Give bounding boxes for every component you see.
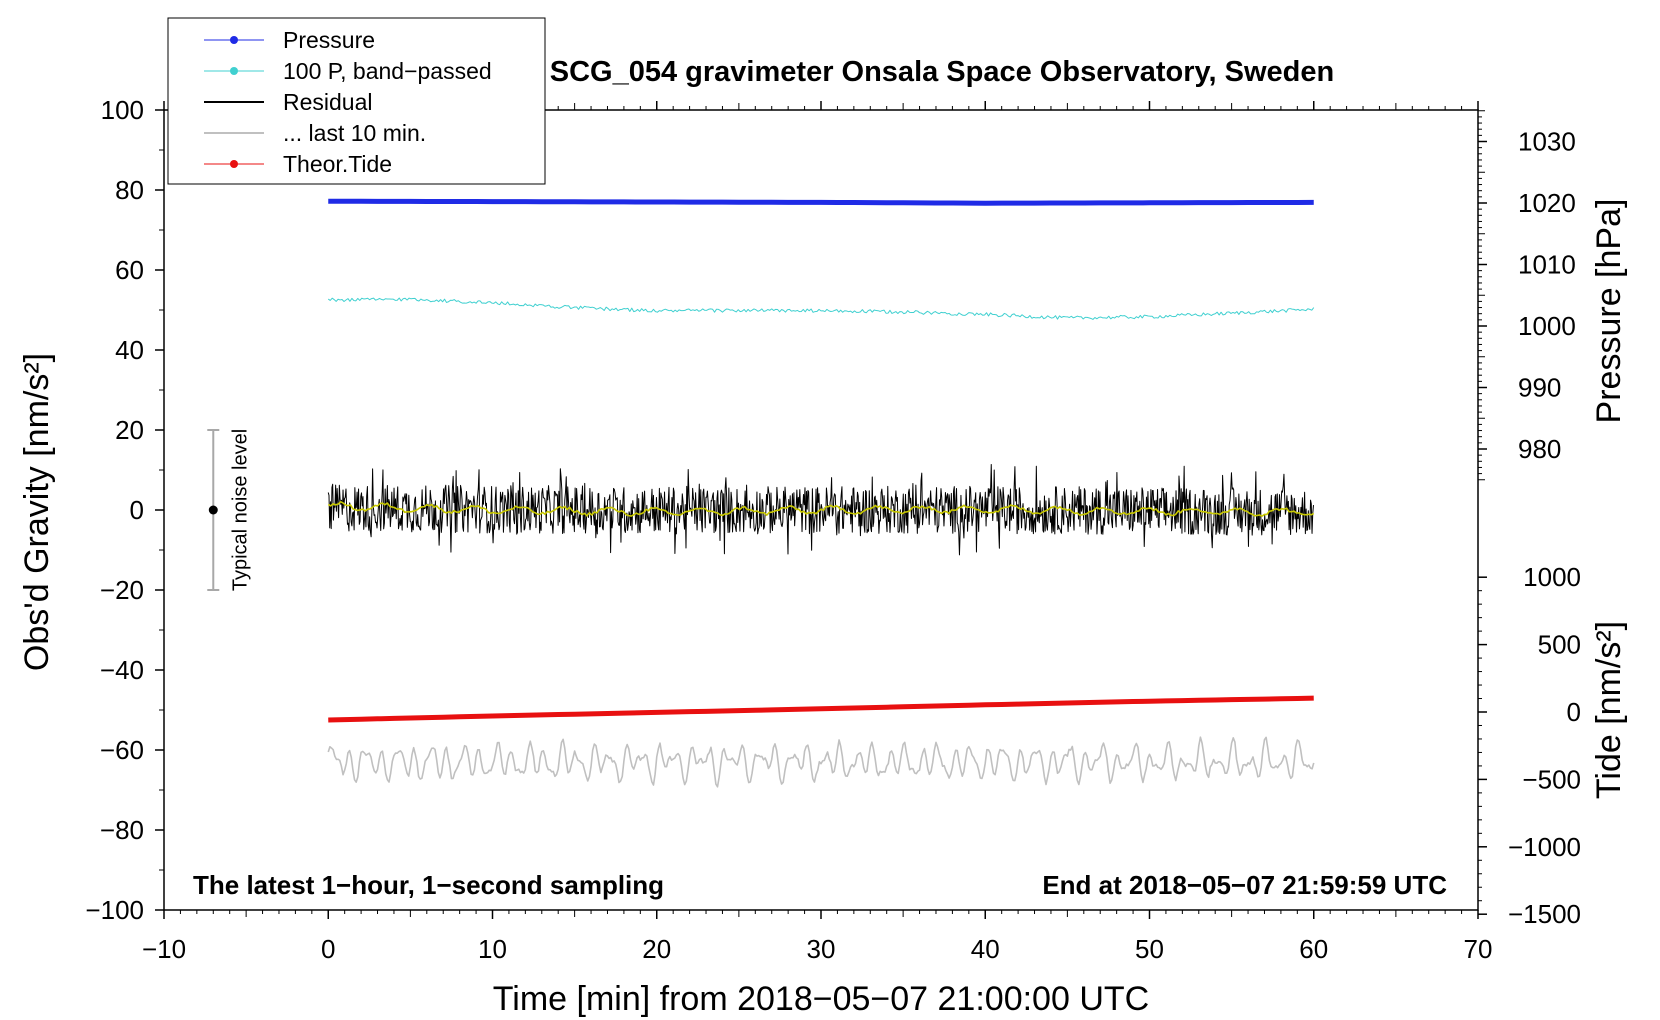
y-axis-gravity: −100 −80 −60 −40 −20 0 20 40 60 80 100 [85, 95, 164, 925]
x-tick-label: 40 [971, 934, 1000, 964]
legend-label: Theor.Tide [283, 151, 392, 177]
y-axis-label-tide: Tide [nm/s²] [1590, 621, 1628, 799]
x-tick-label: 0 [321, 934, 335, 964]
tide-tick-label: −1000 [1508, 832, 1581, 862]
x-tick-label: 10 [478, 934, 507, 964]
tide-tick-label: −500 [1522, 764, 1581, 794]
y-tick-label: 60 [115, 255, 144, 285]
y-tick-label: 80 [115, 175, 144, 205]
x-tick-label: −10 [142, 934, 186, 964]
noise-level-label: Typical noise level [229, 429, 251, 591]
series-residual [327, 463, 1314, 556]
series-layer [327, 198, 1315, 788]
annotation-end-time: End at 2018−05−07 21:59:59 UTC [1042, 870, 1447, 900]
legend-marker [230, 67, 238, 75]
legend-label: Pressure [283, 27, 375, 53]
pressure-tick-label: 1030 [1518, 127, 1576, 157]
y-tick-label: 20 [115, 415, 144, 445]
noise-bar-center [208, 505, 218, 515]
x-tick-label: 20 [642, 934, 671, 964]
tide-tick-label: 0 [1567, 697, 1581, 727]
series-last-10-min [327, 736, 1315, 788]
y-axis-tide: −1500 −1000 −500 0 500 1000 [1478, 562, 1581, 929]
x-axis-label: Time [min] from 2018−05−07 21:00:00 UTC [493, 980, 1149, 1018]
y-axis-pressure: 980 990 1000 1010 1020 1030 [1478, 110, 1576, 481]
tide-tick-label: 500 [1538, 630, 1581, 660]
y-tick-label: −40 [100, 655, 144, 685]
y-tick-label: 100 [101, 95, 144, 125]
legend-marker [230, 160, 238, 168]
tide-tick-label: 1000 [1523, 562, 1581, 592]
x-tick-label: 60 [1299, 934, 1328, 964]
series-pressure-bandpassed [327, 297, 1315, 320]
pressure-tick-label: 1010 [1518, 250, 1576, 280]
series-theor-tide [328, 695, 1314, 723]
y-tick-label: −100 [85, 895, 144, 925]
noise-level-bar [207, 429, 220, 591]
legend-marker [230, 36, 238, 44]
y-axis-label-gravity: Obs'd Gravity [nm/s²] [18, 353, 56, 671]
chart-title: SCG_054 gravimeter Onsala Space Observat… [550, 56, 1334, 88]
y-tick-label: 0 [130, 495, 144, 525]
series-pressure [328, 198, 1314, 206]
pressure-tick-label: 1000 [1518, 311, 1576, 341]
y-tick-label: −20 [100, 575, 144, 605]
y-tick-label: −60 [100, 735, 144, 765]
x-tick-label: 50 [1135, 934, 1164, 964]
legend-label: ... last 10 min. [283, 120, 426, 146]
legend-label: Residual [283, 89, 373, 115]
pressure-tick-label: 980 [1518, 434, 1561, 464]
x-tick-label: 30 [807, 934, 836, 964]
annotation-sampling: The latest 1−hour, 1−second sampling [193, 870, 664, 900]
pressure-tick-label: 1020 [1518, 188, 1576, 218]
y-tick-label: 40 [115, 335, 144, 365]
tide-tick-label: −1500 [1508, 899, 1581, 929]
y-tick-label: −80 [100, 815, 144, 845]
legend-label: 100 P, band−passed [283, 58, 492, 84]
pressure-tick-label: 990 [1518, 373, 1561, 403]
x-tick-label: 70 [1464, 934, 1493, 964]
x-axis: −10 0 10 20 30 40 50 60 70 [142, 101, 1493, 964]
y-axis-label-pressure: Pressure [hPa] [1590, 199, 1628, 424]
legend: Pressure 100 P, band−passed Residual ... la… [167, 17, 546, 185]
series-residual-smoothed [327, 500, 1315, 517]
